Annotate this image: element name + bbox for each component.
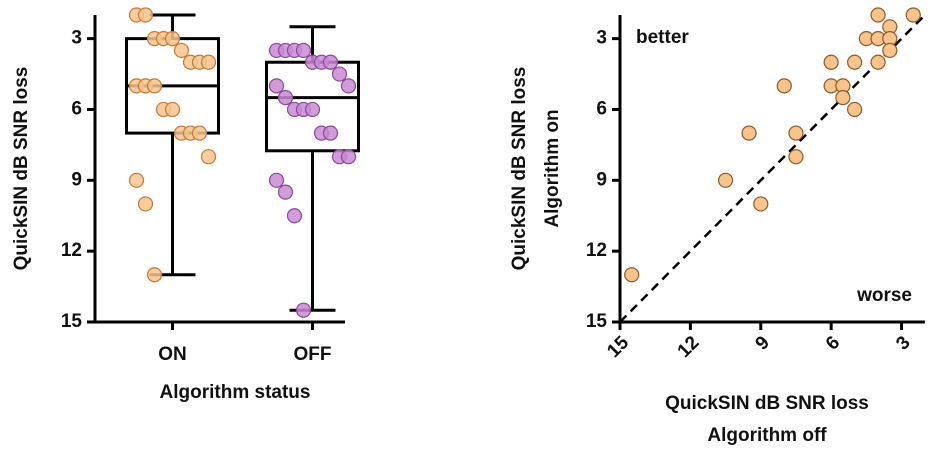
data-point — [137, 196, 154, 212]
x-tick-label: 3 — [892, 332, 914, 354]
data-point — [164, 31, 181, 47]
y-tick-label: 9 — [596, 169, 607, 190]
data-point — [322, 54, 339, 70]
x-tick-label: OFF — [294, 344, 332, 365]
y-axis-title: QuickSIN dB SNR loss — [11, 67, 32, 271]
y-tick-label: 12 — [61, 240, 82, 261]
annotation: better — [636, 27, 689, 48]
y-tick-label: 9 — [71, 169, 82, 190]
data-point — [268, 172, 285, 188]
x-axis-title: Algorithm status — [160, 382, 311, 403]
data-point — [624, 267, 640, 283]
data-point — [717, 172, 734, 188]
data-point — [164, 101, 181, 118]
x-tick-label: 12 — [674, 332, 704, 362]
data-point — [304, 101, 321, 118]
data-point — [277, 90, 294, 106]
y-tick-label: 12 — [586, 240, 607, 261]
data-point — [905, 7, 921, 23]
data-point — [200, 149, 217, 165]
x-tick-label: 15 — [603, 332, 633, 362]
x-tick-label: 9 — [752, 332, 774, 354]
y-tick-label: 15 — [61, 311, 83, 332]
y-axis-title: Algorithm on — [542, 109, 563, 227]
x-tick-label: 6 — [822, 332, 844, 354]
data-point — [882, 42, 898, 59]
data-point — [191, 125, 208, 141]
data-point — [741, 125, 757, 141]
data-point — [823, 54, 839, 70]
y-tick-label: 6 — [596, 98, 607, 119]
data-point — [847, 101, 863, 118]
data-point — [340, 149, 357, 165]
data-point — [870, 7, 886, 23]
data-point — [788, 125, 804, 141]
y-tick-label: 15 — [586, 311, 608, 332]
data-point — [835, 90, 851, 106]
data-point — [776, 78, 792, 94]
x-axis-title: QuickSIN dB SNR loss — [665, 393, 869, 414]
y-axis-title: QuickSIN dB SNR loss — [509, 67, 530, 271]
data-point — [870, 54, 886, 70]
y-tick-label: 6 — [71, 98, 82, 119]
x-tick-label: ON — [158, 344, 187, 365]
data-point — [277, 184, 294, 200]
data-point — [847, 54, 863, 70]
y-tick-label: 3 — [596, 28, 607, 49]
data-point — [286, 208, 303, 224]
data-point — [137, 7, 154, 23]
data-point — [753, 196, 769, 212]
y-tick-label: 3 — [71, 28, 82, 49]
data-point — [331, 66, 348, 82]
data-point — [146, 267, 163, 283]
data-point — [295, 42, 312, 59]
data-point — [322, 125, 339, 141]
data-point — [268, 78, 285, 94]
data-point — [128, 172, 145, 188]
data-point — [295, 302, 312, 318]
data-point — [146, 78, 163, 94]
x-axis-title: Algorithm off — [707, 425, 827, 446]
data-point — [788, 149, 804, 165]
data-point — [340, 78, 357, 94]
data-point — [173, 42, 190, 59]
annotation: worse — [856, 285, 912, 306]
data-point — [200, 54, 217, 70]
